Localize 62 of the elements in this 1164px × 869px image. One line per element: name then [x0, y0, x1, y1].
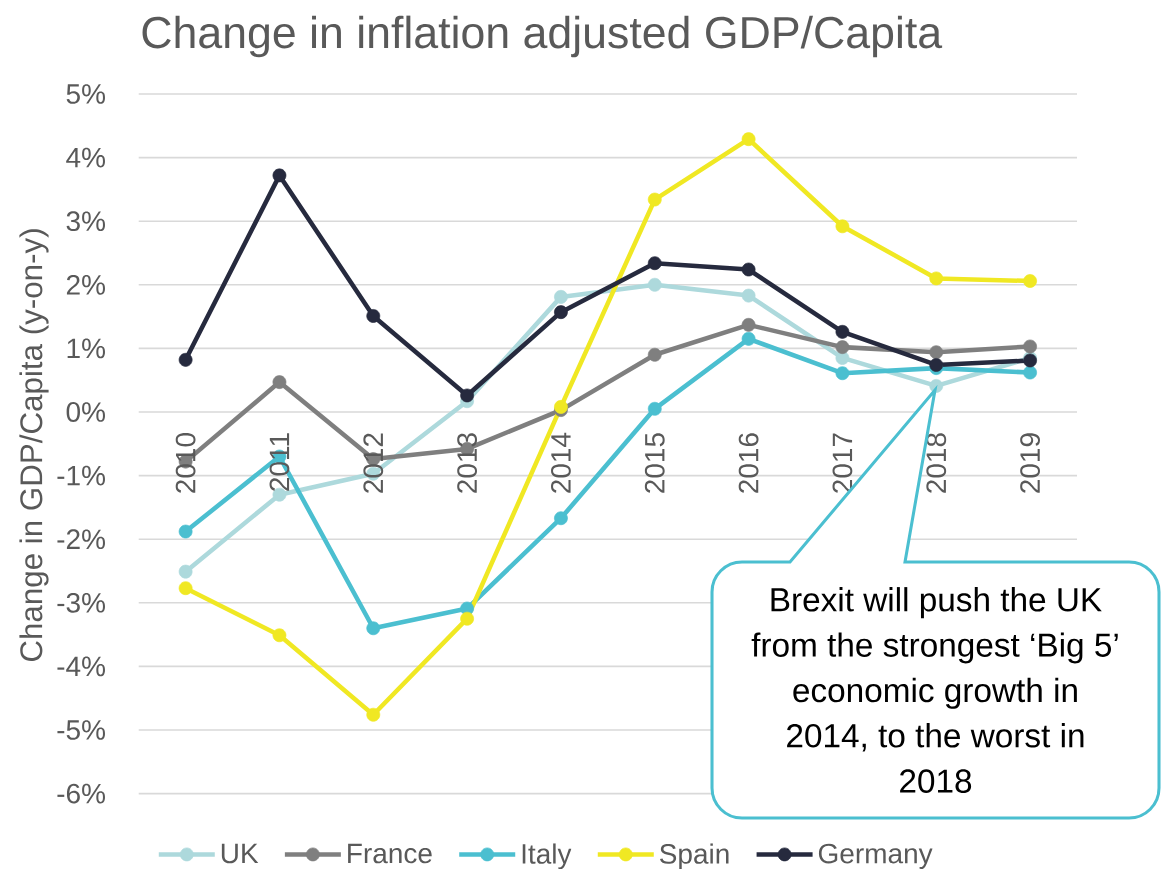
point [647, 277, 662, 292]
x-tick-label: 2015 [644, 433, 665, 493]
point [460, 611, 474, 626]
point [741, 317, 756, 332]
x-tick-label: 2013 [457, 433, 478, 493]
y-tick-label: -6% [57, 783, 105, 804]
point [554, 290, 568, 304]
x-tick-label: 2018 [926, 433, 947, 493]
point [741, 132, 756, 147]
x-tick-label: 2017 [832, 433, 853, 493]
y-tick-label: -1% [57, 465, 105, 486]
x-tick-label: 2019 [1020, 433, 1040, 493]
x-tick-label: 2016 [738, 433, 759, 493]
y-tick-label: 2% [66, 274, 105, 295]
point [178, 581, 193, 596]
point [741, 288, 756, 303]
y-tick-label: -3% [57, 592, 105, 613]
y-tick-label: -2% [57, 529, 105, 550]
point [835, 366, 850, 381]
point [1023, 339, 1037, 354]
legend-label: Italy [522, 843, 572, 869]
point [835, 324, 850, 339]
y-tick-label: 5% [66, 84, 105, 104]
point [366, 309, 381, 323]
point [647, 401, 662, 416]
legend-label: France [348, 843, 432, 864]
y-axis-title: Change in GDP/Capita (y-on-y) [19, 229, 49, 662]
y-tick-label: 3% [66, 211, 105, 232]
point [460, 388, 474, 403]
point [741, 262, 756, 277]
point [554, 305, 568, 320]
point [366, 621, 381, 636]
point [366, 707, 381, 722]
legend-label: Spain [659, 843, 729, 869]
point [554, 511, 568, 526]
point [1023, 274, 1037, 288]
point [272, 375, 287, 389]
point [741, 331, 756, 346]
x-tick-label: 2014 [551, 432, 571, 493]
point [647, 192, 662, 207]
annotation: Brexit will push the UK from the strongest ‘Big 5’ economic growth in 2014, to the worst in 2018 [751, 587, 1118, 793]
y-tick-label: 1% [67, 338, 105, 359]
x-tick-label: 2011 [269, 433, 290, 491]
point [647, 347, 662, 362]
point [929, 345, 944, 360]
chart-title: Change in inflation adjusted GDP/Capita [142, 15, 943, 58]
point [647, 256, 662, 271]
legend-label: Germany [818, 843, 933, 869]
point [178, 352, 193, 367]
point [272, 168, 287, 183]
point [835, 340, 850, 354]
y-tick-label: -5% [57, 720, 105, 740]
point [178, 524, 193, 539]
point [1023, 365, 1037, 380]
y-tick-label: 0% [66, 402, 105, 422]
legend-label: UK [221, 843, 259, 864]
point [929, 271, 944, 286]
y-tick-label: -4% [57, 656, 105, 677]
point [835, 219, 850, 234]
y-tick-label: 4% [66, 147, 105, 168]
point [178, 564, 193, 579]
point [272, 628, 287, 643]
